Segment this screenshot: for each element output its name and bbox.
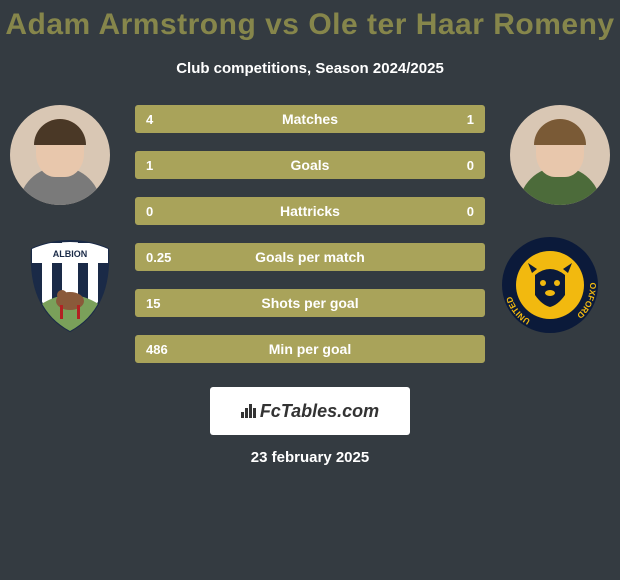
stat-bar-label: Min per goal <box>136 341 484 357</box>
stat-bar-row: Matches4 1 <box>135 105 485 133</box>
stat-bar-row: Goals1 0 <box>135 151 485 179</box>
club-left-badge: ALBION <box>20 235 120 335</box>
brand-bar-icon <box>253 408 256 418</box>
footer-brand-box: FcTables.com <box>210 387 410 435</box>
bars-icon <box>241 404 256 418</box>
avatar-hair-shape <box>534 119 586 145</box>
stat-bar-label: Goals <box>136 157 484 173</box>
oxford-badge-icon: OXFORD UNITED <box>500 235 600 335</box>
stat-value-left: 15 <box>136 296 170 311</box>
stat-value-right: 0 <box>457 204 484 219</box>
club-right-badge: OXFORD UNITED <box>500 235 600 335</box>
stat-bars: Matches41Goals10Hattricks00Goals per mat… <box>135 105 485 381</box>
fctables-logo: FcTables.com <box>241 401 379 422</box>
stat-value-left: 0.25 <box>136 250 181 265</box>
footer-date: 23 february 2025 <box>0 449 620 466</box>
brand-bar-icon <box>241 412 244 418</box>
stat-bar-row: Shots per goal15 <box>135 289 485 317</box>
brand-bar-icon <box>245 408 248 418</box>
stat-value-left: 4 <box>136 112 163 127</box>
footer-brand-text: FcTables.com <box>260 401 379 422</box>
stat-bar-label: Matches <box>136 111 484 127</box>
stat-bar-label: Hattricks <box>136 203 484 219</box>
svg-text:ALBION: ALBION <box>53 249 88 259</box>
avatar-hair-shape <box>34 119 86 145</box>
brand-bar-icon <box>249 404 252 418</box>
page-title: Adam Armstrong vs Ole ter Haar Romeny <box>0 0 620 42</box>
stat-bar-row: Hattricks0 0 <box>135 197 485 225</box>
player-right-avatar <box>510 105 610 205</box>
stat-bar-row: Goals per match0.25 <box>135 243 485 271</box>
stat-value-left: 0 <box>136 204 163 219</box>
wba-badge-icon: ALBION <box>20 235 120 335</box>
comparison-content: ALBION OXFORD UNITED Matches41Goals10Hat… <box>0 105 620 385</box>
stat-bar-label: Goals per match <box>136 249 484 265</box>
stat-value-left: 486 <box>136 342 178 357</box>
stat-value-right: 0 <box>457 158 484 173</box>
stat-bar-row: Min per goal486 <box>135 335 485 363</box>
stat-value-right: 1 <box>457 112 484 127</box>
stat-value-left: 1 <box>136 158 163 173</box>
page-subtitle: Club competitions, Season 2024/2025 <box>0 60 620 77</box>
player-left-avatar <box>10 105 110 205</box>
stat-bar-label: Shots per goal <box>136 295 484 311</box>
